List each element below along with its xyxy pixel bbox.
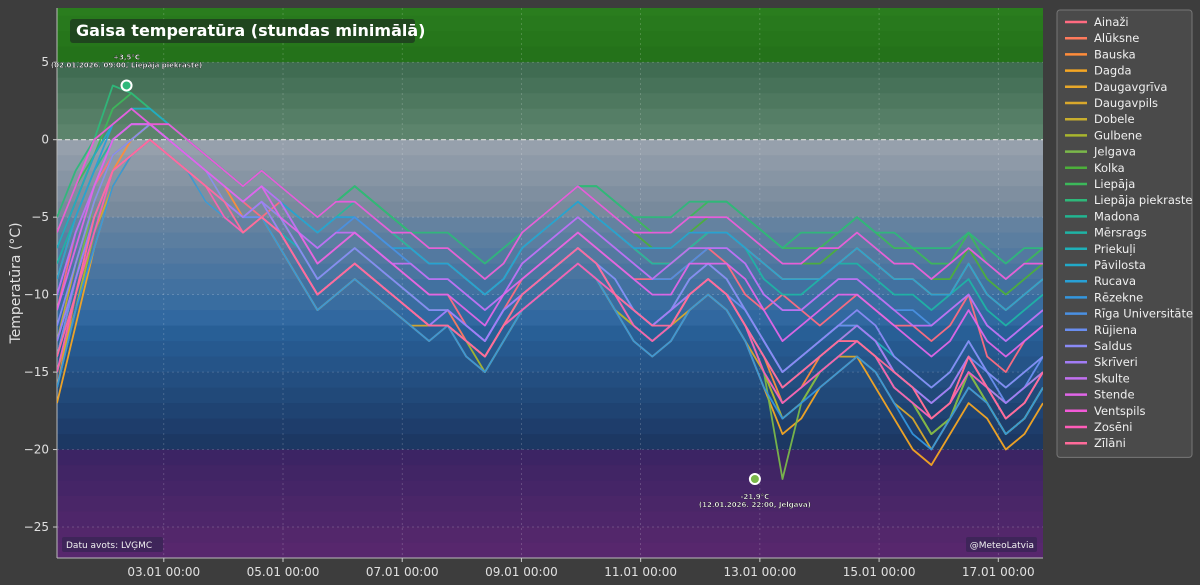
credit-label: @MeteoLatvia — [970, 541, 1034, 551]
source-box — [62, 537, 163, 552]
temperature-band — [57, 465, 1043, 482]
x-tick-label: 07.01 00:00 — [366, 565, 439, 579]
y-tick-label: −10 — [24, 288, 49, 302]
x-tick-label: 15.01 00:00 — [843, 565, 916, 579]
temperature-band — [57, 341, 1043, 358]
legend-box — [1056, 9, 1193, 458]
temperature-band — [57, 8, 1043, 17]
temperature-band — [57, 542, 1043, 558]
temperature-band — [57, 155, 1043, 172]
y-tick-label: −15 — [24, 365, 49, 379]
temperature-band — [57, 294, 1043, 311]
credit-box — [966, 537, 1037, 552]
legend-label: Daugavgrīva — [1094, 80, 1167, 94]
legend-label: Gulbene — [1094, 128, 1142, 142]
legend-label: Bauska — [1094, 47, 1136, 61]
temperature-band — [57, 434, 1043, 451]
temperature-band — [57, 46, 1043, 63]
legend-label: Skulte — [1094, 371, 1130, 385]
legend-label: Kolka — [1094, 161, 1125, 175]
grid-lines — [57, 8, 1043, 558]
series-line — [57, 107, 1043, 281]
legend-label: Ainaži — [1094, 15, 1129, 29]
extreme-markers: +3,5°C(02.01.2026. 09:00, Liepāja piekra… — [51, 53, 811, 509]
temperature-band — [57, 93, 1043, 110]
chart-title: Gaisa temperatūra (stundas minimālā) — [76, 21, 425, 40]
legend-label: Priekuļi — [1094, 242, 1136, 256]
legend-label: Rucava — [1094, 274, 1136, 288]
y-tick-label: 5 — [41, 55, 49, 69]
max-value-label: +3,5°C — [113, 53, 140, 61]
temperature-band — [57, 170, 1043, 187]
x-tick-label: 17.01 00:00 — [962, 565, 1035, 579]
series-line — [57, 138, 1043, 420]
temperature-band — [57, 480, 1043, 497]
x-tick-label: 13.01 00:00 — [723, 565, 796, 579]
legend-label: Ventspils — [1094, 404, 1146, 418]
legend-label: Rēzekne — [1094, 290, 1143, 304]
legend: Ainaži Alūksne Bauska Dagda Daugavgrīva Dauga… — [1056, 9, 1193, 458]
legend-label: Alūksne — [1094, 31, 1139, 45]
temperature-band — [57, 310, 1043, 327]
y-tick-label: −20 — [24, 443, 49, 457]
series-lines — [57, 84, 1043, 480]
y-axis-label: Temperatūra (°C) — [8, 222, 24, 344]
max-detail-label: (02.01.2026. 09:00, Liepāja piekraste) — [51, 61, 202, 69]
y-axis: 5 0 −5 −10 −15 −20 −25 — [24, 8, 58, 558]
temperature-band — [57, 356, 1043, 373]
title-box — [70, 19, 415, 43]
x-tick-label: 11.01 00:00 — [604, 565, 677, 579]
legend-label: Zīlāni — [1094, 436, 1126, 450]
temperature-band — [57, 372, 1043, 389]
y-tick-label: −5 — [31, 210, 49, 224]
x-tick-label: 03.01 00:00 — [127, 565, 200, 579]
y-tick-label: 0 — [41, 133, 49, 147]
temperature-band — [57, 511, 1043, 528]
legend-label: Rīga Universitāte — [1094, 307, 1193, 321]
legend-label: Dagda — [1094, 64, 1132, 78]
temperature-band — [57, 496, 1043, 513]
legend-label: Mērsrags — [1094, 226, 1147, 240]
y-tick-label: −25 — [24, 520, 49, 534]
legend-label: Zosēni — [1094, 420, 1132, 434]
series-line — [57, 123, 1043, 358]
min-marker — [748, 472, 761, 485]
legend-label: Skrīveri — [1094, 355, 1138, 369]
x-axis: 03.01 00:00 05.01 00:00 07.01 00:00 09.01 0… — [57, 557, 1043, 579]
temperature-background-bands — [57, 8, 1043, 558]
legend-label: Pāvilosta — [1094, 258, 1146, 272]
temperature-band — [57, 527, 1043, 544]
legend-label: Stende — [1094, 388, 1135, 402]
temperature-band — [57, 186, 1043, 203]
x-tick-label: 09.01 00:00 — [485, 565, 558, 579]
legend-label: Liepāja — [1094, 177, 1135, 191]
legend-label: Daugavpils — [1094, 96, 1158, 110]
x-tick-label: 05.01 00:00 — [247, 565, 320, 579]
legend-label: Rūjiena — [1094, 323, 1137, 337]
series-line — [57, 138, 1043, 420]
legend-label: Madona — [1094, 209, 1140, 223]
legend-label: Jelgava — [1093, 145, 1136, 159]
min-value-label: -21,9°C — [740, 493, 769, 501]
temperature-band — [57, 449, 1043, 466]
legend-label: Dobele — [1094, 112, 1135, 126]
temperature-band — [57, 108, 1043, 125]
temperature-band — [57, 387, 1043, 404]
legend-label: Liepāja piekraste — [1094, 193, 1193, 207]
legend-label: Saldus — [1094, 339, 1132, 353]
temperature-band — [57, 139, 1043, 156]
source-label: Datu avots: LVĢMC — [66, 541, 152, 551]
max-marker — [120, 79, 133, 92]
temperature-band — [57, 124, 1043, 141]
temperature-band — [57, 77, 1043, 94]
temperature-band — [57, 62, 1043, 79]
min-detail-label: (12.01.2026. 22:00, Jelgava) — [699, 501, 811, 509]
temperature-band — [57, 325, 1043, 342]
